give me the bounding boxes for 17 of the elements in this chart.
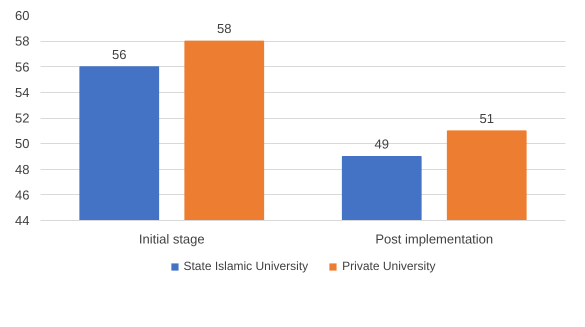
legend-label: State Islamic University (183, 259, 308, 273)
data-label: 49 (374, 136, 389, 152)
x-tick-label: Post implementation (375, 232, 494, 246)
y-tick-label: 44 (15, 213, 30, 228)
y-tick-label: 46 (15, 187, 30, 202)
y-tick-label: 56 (15, 59, 30, 74)
y-tick-label: 50 (15, 136, 30, 152)
legend-label: Private University (342, 259, 436, 273)
y-tick-label: 52 (15, 110, 30, 126)
y-tick-label: 58 (15, 34, 30, 49)
y-tick-label: 48 (15, 162, 30, 177)
y-tick-label: 60 (15, 8, 30, 23)
x-tick-label: Initial stage (138, 232, 205, 246)
data-label: 58 (217, 21, 232, 36)
y-tick-label: 54 (15, 84, 30, 100)
data-label: 56 (112, 46, 126, 62)
data-label: 51 (480, 110, 494, 126)
